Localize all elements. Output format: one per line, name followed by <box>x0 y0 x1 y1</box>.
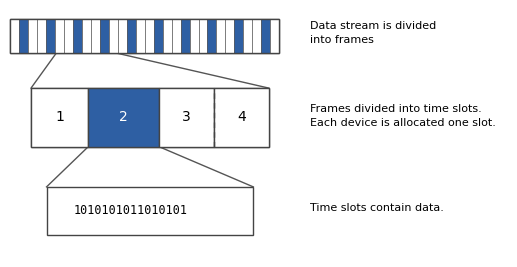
Bar <box>64 19 73 53</box>
Bar <box>82 19 91 53</box>
Text: Data stream is divided
into frames: Data stream is divided into frames <box>310 21 436 45</box>
Text: 1: 1 <box>55 111 64 124</box>
Bar <box>234 19 244 53</box>
Text: 1010101011010101: 1010101011010101 <box>73 205 188 217</box>
Bar <box>270 19 279 53</box>
Bar <box>207 19 217 53</box>
Bar <box>31 88 88 147</box>
Bar <box>10 19 279 53</box>
Bar <box>199 19 207 53</box>
Bar <box>88 88 159 147</box>
Bar <box>225 19 234 53</box>
Bar <box>10 19 279 53</box>
Bar <box>244 19 252 53</box>
Bar <box>118 19 127 53</box>
Bar <box>136 19 145 53</box>
Bar <box>19 19 28 53</box>
Bar <box>172 19 180 53</box>
Bar <box>10 19 19 53</box>
Bar <box>154 19 163 53</box>
Bar <box>261 19 270 53</box>
Bar <box>190 19 199 53</box>
Text: Frames divided into time slots.
Each device is allocated one slot.: Frames divided into time slots. Each dev… <box>310 104 496 128</box>
Bar <box>109 19 118 53</box>
Bar <box>28 19 37 53</box>
Text: Time slots contain data.: Time slots contain data. <box>310 203 444 213</box>
Bar <box>55 19 64 53</box>
Bar <box>217 19 225 53</box>
Text: 2: 2 <box>119 111 128 124</box>
Bar <box>159 88 214 147</box>
Bar <box>214 88 269 147</box>
Bar <box>100 19 109 53</box>
Bar <box>47 187 253 235</box>
Bar <box>127 19 136 53</box>
Bar <box>163 19 172 53</box>
Text: 4: 4 <box>237 111 246 124</box>
Bar <box>91 19 100 53</box>
Bar <box>37 19 46 53</box>
Text: 3: 3 <box>183 111 191 124</box>
Bar <box>145 19 154 53</box>
Bar <box>180 19 190 53</box>
Bar <box>73 19 82 53</box>
Bar <box>46 19 55 53</box>
Bar <box>31 88 269 147</box>
Bar <box>252 19 261 53</box>
